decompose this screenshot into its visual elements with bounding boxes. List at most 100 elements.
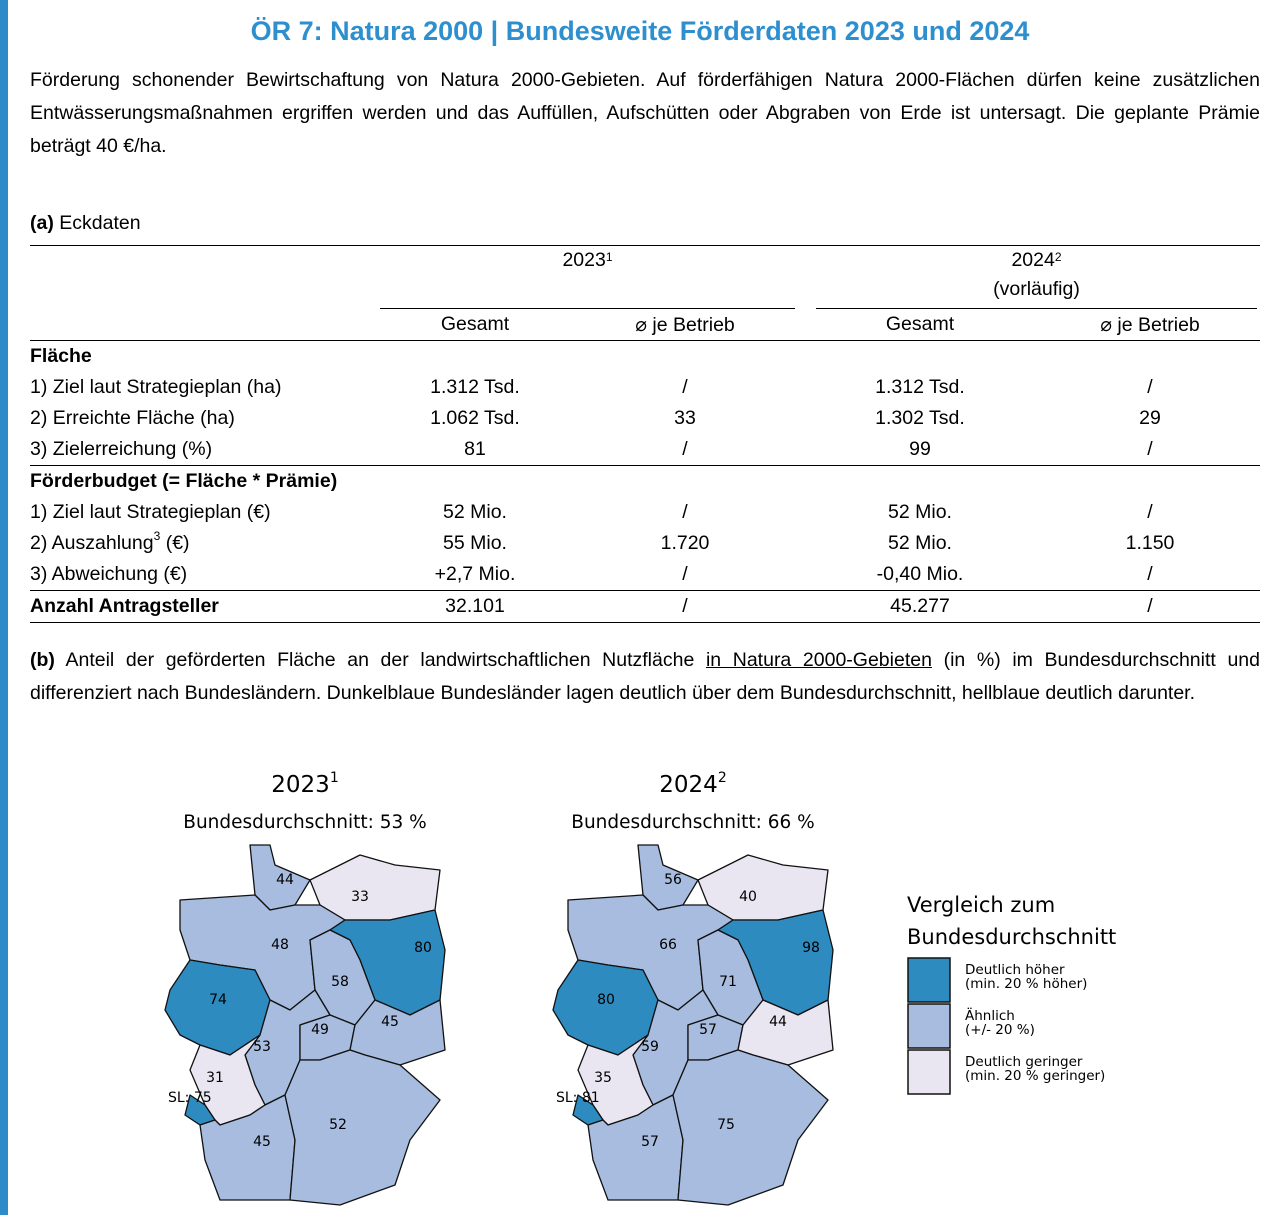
legend-label: Ähnlich [965,1006,1015,1024]
state-value: 33 [351,889,369,905]
cell: 1.312 Tsd. [875,376,965,398]
state-value: 57 [699,1022,717,1038]
cell: 29 [1139,407,1161,429]
row: 3) Zielerreichung (%) 81 / 99 / [30,434,1260,466]
state-value: 71 [719,974,737,990]
row-label: 1) Ziel laut Strategieplan (ha) [30,376,282,398]
cell: 1.302 Tsd. [875,407,965,429]
row: 1) Ziel laut Strategieplan (€) 52 Mio. / 52… [30,497,1260,528]
state [284,1049,441,1206]
left-border [0,0,8,1215]
cell: 55 Mio. [443,532,507,554]
cell: 52 Mio. [888,501,952,523]
state-value: 80 [414,940,432,956]
map: 56 40 66 98 71 80 59 57 44 35 SL: 81 57 75 [552,844,834,1206]
group-year-line: 20242 [816,246,1257,275]
row-label: 3) Abweichung (€) [30,563,188,585]
group-year: 2024 [1011,249,1055,271]
text: (in %) im Bundesdurchschnitt und differe… [30,649,1260,704]
cell: / [1147,595,1153,617]
header-row: 20231 20242 (vorläufig) [30,245,1260,309]
state-value: 53 [253,1039,271,1055]
state-value: 45 [253,1134,271,1150]
state-value: 45 [381,1014,399,1030]
group-label: Förderbudget (= Fläche * Prämie) [30,470,338,492]
cell: / [1147,376,1153,398]
text: in Natura 2000-Gebieten [705,649,932,671]
section-label: (a) [30,212,54,234]
footnote-mark: 3 [153,529,161,543]
row: Anzahl Antragsteller 32.101 / 45.277 / [30,590,1260,623]
cell: 33 [674,407,696,429]
legend-label: Deutlich höher [965,962,1065,978]
column-header: ⌀ je Betrieb [1100,313,1200,336]
text: Anteil der geförderten Fläche an der lan… [54,649,706,671]
label: (€) [160,532,190,554]
cell: / [1147,501,1153,523]
footnote-mark: 1 [605,250,613,264]
section-title: Eckdaten [53,212,141,234]
legend-swatch [907,1049,951,1095]
group-year-line: 20231 [380,246,795,275]
state-value: SL: 81 [556,1090,600,1106]
state-value: SL: 75 [168,1090,212,1106]
state-value: 52 [329,1117,347,1133]
cell: 99 [909,438,931,460]
state-value: 58 [331,974,349,990]
cell: 1.312 Tsd. [430,376,520,398]
row-label: 1) Ziel laut Strategieplan (€) [30,501,271,523]
legend-label: (min. 20 % geringer) [965,1068,1105,1084]
footnote-mark: 2 [1054,250,1062,264]
state-value: 56 [664,872,682,888]
group-box: 20231 [380,246,795,309]
intro: Förderung schonender Bewirtschaftung von… [30,69,1260,157]
column-header: Gesamt [440,313,510,335]
label: Anzahl Antragsteller [30,595,219,617]
group-year: 2023 [562,249,606,271]
group-box: 20242 (vorläufig) [816,246,1257,309]
state [672,1049,829,1206]
cell: 32.101 [445,595,505,617]
state-value: 74 [209,992,227,1008]
section-label: (b) [30,649,55,671]
state-value: 35 [594,1070,612,1086]
column-header: ⌀ je Betrieb [635,313,735,336]
state-value: 31 [206,1070,224,1086]
cell: / [682,376,688,398]
cell: / [682,501,688,523]
map-title: 20242 [659,770,726,798]
state-value: 40 [739,889,757,905]
map-year: 2023 [271,772,330,798]
state-value: 49 [311,1022,329,1038]
row: 3) Abweichung (€) +2,7 Mio. / -0,40 Mio. / [30,559,1260,591]
legend-label: (+/- 20 %) [965,1022,1035,1038]
cell: / [1147,438,1153,460]
row: 1) Ziel laut Strategieplan (ha) 1.312 Tsd… [30,372,1260,403]
cell: 1.150 [1125,532,1175,554]
footnote-mark: 1 [330,770,339,786]
section-b: (b) Anteil der geförderten Fläche an der… [30,644,1260,710]
map-subtitle: Bundesdurchschnitt: 66 % [571,812,815,833]
row-label: 2) Erreichte Fläche (ha) [30,407,235,429]
label: 2) Auszahlung [30,532,154,554]
state-value: 59 [641,1039,659,1055]
row: 2) Erreichte Fläche (ha) 1.062 Tsd. 33 1.30… [30,403,1260,434]
row: 2) Auszahlung3 (€) 55 Mio. 1.720 52 Mio. 1.1… [30,528,1260,559]
row-label: 3) Zielerreichung (%) [30,438,213,460]
legend-label: Deutlich geringer [965,1054,1083,1070]
row: Fläche [30,341,1260,373]
cell [30,309,380,341]
state-value: 75 [717,1117,735,1133]
map-title: 20231 [271,770,338,798]
cell: 1.720 [660,532,710,554]
group-label: Fläche [30,345,92,367]
group-header: 20231 [380,246,800,309]
cell: / [682,563,688,585]
group-header: 20242 (vorläufig) [800,246,1260,309]
state-value: 44 [276,872,294,888]
state-value: 66 [659,937,677,953]
cell: 52 Mio. [443,501,507,523]
state-value: 57 [641,1134,659,1150]
legend-title: Bundesdurchschnitt [907,925,1116,949]
